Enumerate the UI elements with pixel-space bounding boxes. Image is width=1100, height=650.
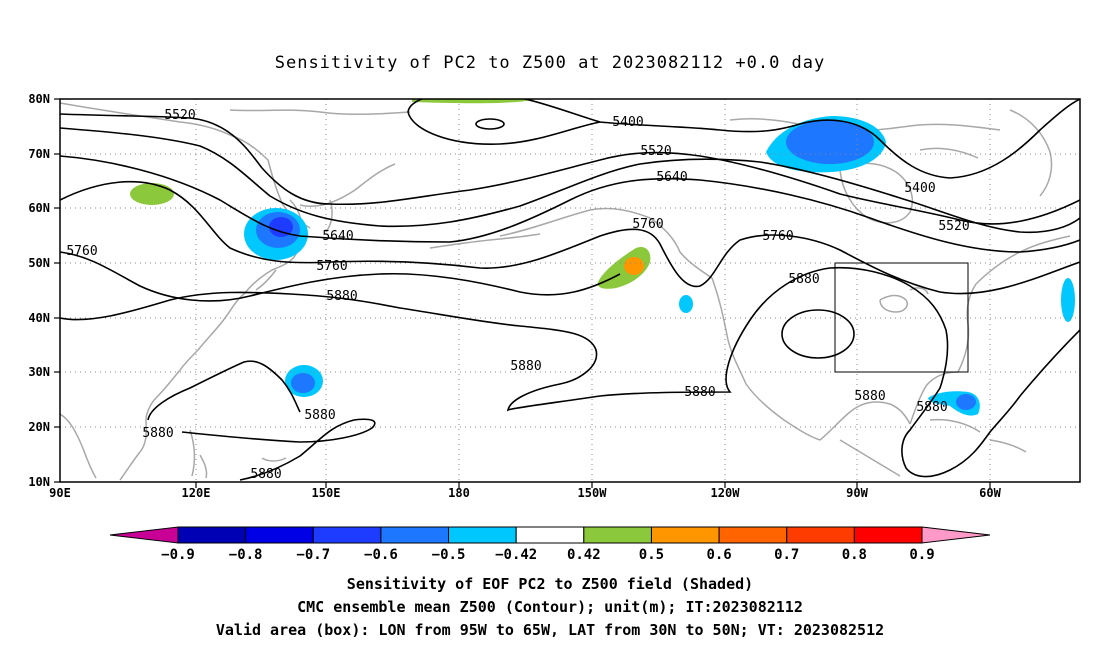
colorbar-cell: [718, 526, 788, 544]
clabel-5760-d: 5760: [762, 229, 793, 244]
contour-5880-south: [181, 418, 376, 481]
figure-title: Sensitivity of PC2 to Z500 at 2023082112…: [275, 53, 826, 73]
clabel-5640-b: 5640: [322, 229, 353, 244]
lon-axis-labels: 90E 120E 150E 180 150W 120W 90W 60W: [49, 486, 1001, 500]
contour-5880-north: [60, 266, 1080, 478]
shade-negative-pacific-west: [285, 365, 323, 397]
clabel-5640-a: 5640: [656, 170, 687, 185]
colorbar-left-arrow: [109, 526, 179, 544]
colorbar-cell: [448, 526, 517, 544]
lon-label-120e: 120E: [182, 486, 211, 500]
map-ticks: [54, 98, 991, 488]
colorbar-tick-label: 0.9: [909, 547, 934, 563]
lon-label-180: 180: [448, 486, 470, 500]
colorbar-tick-label: −0.42: [495, 547, 537, 563]
contour-5520-mid: [60, 127, 1080, 234]
colorbar-tick-label: 0.7: [774, 547, 799, 563]
caption-valid-area: Valid area (box): LON from 95W to 65W, L…: [216, 621, 884, 639]
clabel-5880-g: 5880: [304, 408, 335, 423]
colorbar-labels: −0.9 −0.8 −0.7 −0.6 −0.5 −0.42 0.42 0.5 0.6 0.7 0.…: [161, 547, 935, 563]
colorbar-tick-label: 0.8: [842, 547, 867, 563]
colorbar-tick-label: 0.6: [706, 547, 731, 563]
lat-label-30n: 30N: [28, 365, 50, 379]
contour-5640: [60, 155, 1080, 253]
clabel-5880-f: 5880: [916, 400, 947, 415]
lat-label-50n: 50N: [28, 256, 50, 270]
lon-label-150w: 150W: [578, 486, 608, 500]
colorbar-cell: [583, 526, 652, 544]
clabel-5880-a: 5880: [326, 289, 357, 304]
clabel-5520-c: 5520: [938, 219, 969, 234]
shade-negative-atlantic: [928, 391, 980, 416]
colorbar-cell: [177, 526, 247, 544]
lon-label-60w: 60W: [979, 486, 1001, 500]
clabel-5880-i: 5880: [250, 467, 281, 482]
shade-negative-okhotsk: [244, 208, 308, 260]
colorbar-cell: [312, 526, 382, 544]
colorbar-cell: [380, 526, 450, 544]
valid-area-box: [834, 262, 969, 373]
contour-labels: 5520 5400 5520 5640 5400 5520 5760 5640 …: [66, 108, 969, 482]
lat-label-40n: 40N: [28, 311, 50, 325]
colorbar-right-arrow: [921, 526, 991, 544]
clabel-5880-h: 5880: [142, 426, 173, 441]
shade-positive-arctic: [412, 99, 536, 104]
clabel-5760-a: 5760: [632, 217, 663, 232]
contour-5400-low: [475, 118, 505, 130]
map-border: [59, 98, 1081, 483]
clabel-5760-b: 5760: [66, 244, 97, 259]
shade-negative-east-edge: [1061, 278, 1075, 322]
lat-label-60n: 60N: [28, 201, 50, 215]
caption-shaded: Sensitivity of EOF PC2 to Z500 field (Sh…: [347, 575, 753, 593]
lon-label-120w: 120W: [711, 486, 741, 500]
lat-label-80n: 80N: [28, 92, 50, 106]
contour-5400: [407, 99, 1080, 179]
shade-positive-gulf-alaska: [597, 246, 651, 289]
lat-axis-labels: 80N 70N 60N 50N 40N 30N 20N 10N: [28, 92, 50, 489]
lat-label-70n: 70N: [28, 147, 50, 161]
caption-contour: CMC ensemble mean Z500 (Contour); unit(m…: [297, 598, 803, 616]
clabel-5520-a: 5520: [164, 108, 195, 123]
colorbar-tick-label: −0.7: [296, 547, 330, 563]
colorbar-cell: [853, 526, 923, 544]
clabel-5880-e: 5880: [854, 389, 885, 404]
clabel-5760-c: 5760: [316, 259, 347, 274]
clabel-5880-d: 5880: [684, 385, 715, 400]
sensitivity-shading: [130, 99, 1075, 416]
map-panel: 5520 5400 5520 5640 5400 5520 5760 5640 …: [28, 92, 1081, 500]
clabel-5400-b: 5400: [904, 181, 935, 196]
contour-5760-north: [60, 180, 1080, 295]
shade-positive-siberia: [130, 183, 174, 205]
map-grid: [60, 99, 1080, 482]
shade-negative-bc: [679, 295, 693, 313]
lat-label-10n: 10N: [28, 475, 50, 489]
colorbar-cells: [177, 526, 923, 544]
clabel-5880-c: 5880: [510, 359, 541, 374]
colorbar-cell: [786, 526, 855, 544]
colorbar-tick-label: −0.9: [161, 547, 195, 563]
clabel-5520-b: 5520: [640, 144, 671, 159]
shade-negative-baffin: [766, 116, 886, 173]
colorbar-cell: [650, 526, 720, 544]
lon-label-90e: 90E: [49, 486, 71, 500]
lon-label-150e: 150E: [312, 486, 341, 500]
colorbar-cell: [515, 526, 585, 544]
clabel-5400-a: 5400: [612, 115, 643, 130]
colorbar-tick-label: −0.6: [364, 547, 398, 563]
colorbar-tick-label: 0.5: [639, 547, 664, 563]
colorbar-tick-label: −0.5: [432, 547, 466, 563]
colorbar-tick-label: −0.8: [229, 547, 263, 563]
colorbar-tick-label: 0.42: [567, 547, 601, 563]
contour-5760-west: [60, 251, 621, 302]
colorbar: −0.9 −0.8 −0.7 −0.6 −0.5 −0.42 0.42 0.5 0.6 0.7 0.…: [109, 526, 991, 563]
contour-5520-north: [60, 113, 1080, 225]
contour-5880-high: [781, 309, 855, 359]
clabel-5880-b: 5880: [788, 272, 819, 287]
lat-label-20n: 20N: [28, 420, 50, 434]
z500-contours: [60, 99, 1080, 481]
lon-label-90w: 90W: [846, 486, 868, 500]
contour-5880-west: [147, 360, 301, 421]
colorbar-cell: [245, 526, 314, 544]
